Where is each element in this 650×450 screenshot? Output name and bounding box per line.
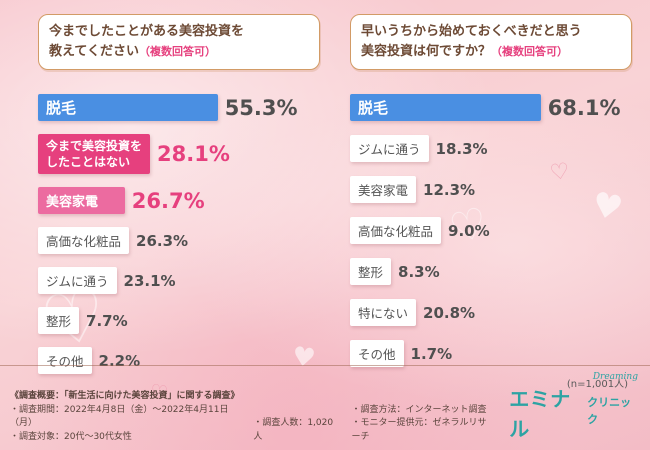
logo-name: エミナル クリニック [509, 384, 638, 444]
bar-value: 7.7% [86, 311, 128, 330]
chart-row: 美容家電 26.7% [38, 187, 320, 215]
question-note: （複数回答可） [491, 45, 569, 59]
question-note: （複数回答可） [138, 45, 216, 59]
survey-period: ・調査期間：2022年4月8日（金）〜2022年4月11日（月） [10, 404, 229, 429]
footer-col-count: ・調査人数：1,020人 [253, 417, 335, 444]
chart-row: 脱毛 68.1% [350, 94, 632, 122]
bar-label-line1: 今まで美容投資を [46, 139, 143, 154]
bar-label: ジムに通う [46, 274, 109, 290]
eminal-clinic-logo: Dreaming エミナル クリニック [509, 371, 638, 445]
chart-panel-past-investments: 今までしたことがある美容投資を 教えてください（複数回答可） 脱毛 55.3% … [38, 14, 320, 390]
bar-no-investment: 今まで美容投資を したことはない [38, 134, 151, 175]
bar-label: その他 [46, 354, 84, 370]
bar-label: 高価な化粧品 [46, 234, 122, 250]
bar-value: 55.3% [224, 95, 298, 120]
bar-nothing: 特にない [350, 299, 417, 327]
bar-label-line2: したことはない [46, 155, 131, 170]
chart-row: 特にない 20.8% [350, 299, 632, 327]
question-box: 今までしたことがある美容投資を 教えてください（複数回答可） [38, 14, 320, 71]
footer-col-method: ・調査方法：インターネット調査 ・モニター提供元：ゼネラルリサーチ [352, 404, 494, 445]
question-line2: 教えてください [49, 44, 139, 60]
chart-panel-recommended-investments: 早いうちから始めておくべきだと思う 美容投資は何ですか？（複数回答可） 脱毛 6… [350, 14, 632, 390]
bar-label: 整形 [358, 265, 384, 281]
bar-expensive-cosmetics: 高価な化粧品 [350, 217, 442, 245]
question-line2: 美容投資は何ですか？ [361, 44, 492, 60]
bar-gym: ジムに通う [38, 267, 117, 295]
chart-row: 整形 8.3% [350, 258, 632, 286]
chart-row: ジムに通う 18.3% [350, 135, 632, 163]
bar-beauty-appliance: 美容家電 [38, 187, 125, 215]
bar-value: 8.3% [398, 262, 440, 281]
bar-label: 脱毛 [46, 99, 77, 118]
bar-rows: 脱毛 55.3% 今まで美容投資を したことはない 28.1% 美容 [38, 94, 320, 375]
bar-other: その他 [350, 340, 404, 368]
bar-surgery: 整形 [350, 258, 392, 286]
bar-label: 美容家電 [358, 183, 409, 199]
bar-label: 今まで美容投資を したことはない [46, 138, 142, 170]
question-line1: 今までしたことがある美容投資を [49, 24, 245, 39]
charts-area: 今までしたことがある美容投資を 教えてください（複数回答可） 脱毛 55.3% … [38, 14, 632, 390]
chart-row: 高価な化粧品 9.0% [350, 217, 632, 245]
bar-value: 9.0% [448, 221, 490, 240]
survey-summary: 《調査概要：「新生活に向けた美容投資」に関する調査》 [10, 391, 240, 401]
footer-col-overview: 《調査概要：「新生活に向けた美容投資」に関する調査》 ・調査期間：2022年4月… [10, 390, 240, 444]
survey-footer: 《調査概要：「新生活に向けた美容投資」に関する調査》 ・調査期間：2022年4月… [0, 364, 650, 450]
bar-label: ジムに通う [358, 142, 421, 158]
chart-row: 今まで美容投資を したことはない 28.1% [38, 134, 320, 175]
survey-target: ・調査対象：20代〜30代女性 [10, 431, 132, 442]
logo-name-main: エミナル [509, 387, 571, 441]
bar-datsumou: 脱毛 [350, 94, 541, 122]
chart-row: 整形 7.7% [38, 307, 320, 335]
bar-value: 26.3% [136, 231, 189, 250]
bar-value: 20.8% [423, 303, 476, 322]
survey-monitor: ・モニター提供元：ゼネラルリサーチ [351, 418, 487, 442]
bar-value: 28.1% [157, 142, 230, 167]
bar-value: 12.3% [423, 180, 476, 199]
bar-value: 1.7% [410, 344, 453, 363]
bar-beauty-appliance: 美容家電 [350, 176, 417, 204]
chart-row: 脱毛 55.3% [38, 94, 320, 122]
bar-value: 68.1% [547, 95, 621, 120]
chart-row: 高価な化粧品 26.3% [38, 227, 320, 255]
logo-tagline: Dreaming [592, 371, 638, 382]
bar-label: 整形 [46, 314, 72, 330]
question-line1: 早いうちから始めておくべきだと思う [361, 24, 582, 39]
bar-other: その他 [38, 347, 92, 375]
question-box: 早いうちから始めておくべきだと思う 美容投資は何ですか？（複数回答可） [350, 14, 632, 71]
bar-expensive-cosmetics: 高価な化粧品 [38, 227, 130, 255]
bar-value: 23.1% [123, 271, 176, 290]
chart-row: 美容家電 12.3% [350, 176, 632, 204]
chart-row: その他 1.7% [350, 340, 632, 368]
bar-label: 高価な化粧品 [358, 224, 434, 240]
bar-datsumou: 脱毛 [38, 94, 218, 122]
chart-row: ジムに通う 23.1% [38, 267, 320, 295]
bar-value: 18.3% [435, 139, 488, 158]
bar-rows: 脱毛 68.1% ジムに通う 18.3% 美容家電 12.3% [350, 94, 632, 368]
bar-label: 脱毛 [358, 99, 389, 118]
bar-label: その他 [358, 347, 396, 363]
bar-surgery: 整形 [38, 307, 80, 335]
bar-label: 特にない [358, 306, 409, 322]
bar-label: 美容家電 [46, 195, 99, 211]
survey-count: ・調査人数：1,020人 [253, 418, 334, 442]
bar-value: 26.7% [131, 188, 205, 213]
sample-size-note: (n=1,001人) [566, 379, 628, 391]
bar-gym: ジムに通う [350, 135, 429, 163]
survey-method: ・調査方法：インターネット調査 [351, 404, 487, 415]
logo-name-sub: クリニック [587, 396, 632, 426]
